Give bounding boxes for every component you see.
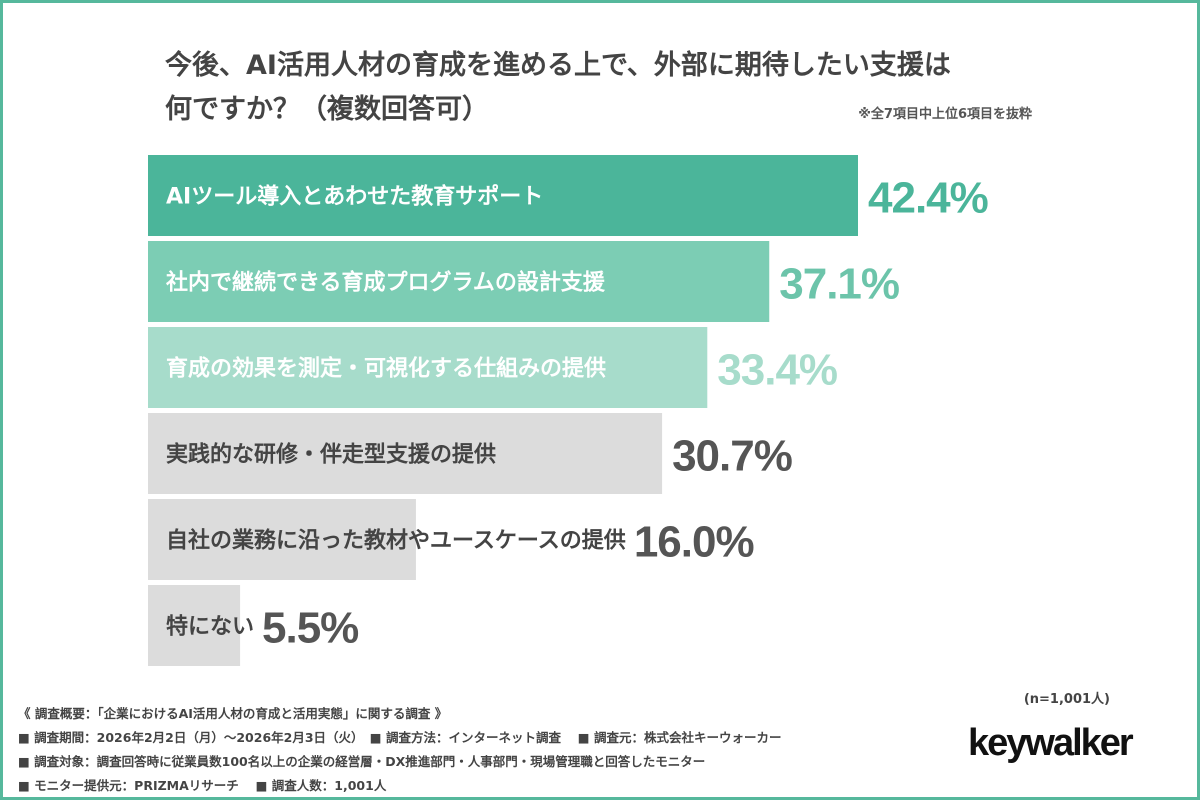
value-label: 5.5% [262, 604, 358, 653]
chart-title: 今後、AI活用人材の育成を進める上で、外部に期待したい支援は 何ですか？（複数回… [165, 44, 951, 132]
category-label: AIツール導入とあわせた教育サポート [166, 184, 543, 210]
bar [148, 499, 416, 580]
value-label: 42.4% [868, 174, 988, 223]
bar [148, 241, 770, 322]
survey-summary: 《 調査概要：「企業におけるAI活用人材の育成と活用実態」に関する調査 》 ■ … [18, 702, 781, 798]
bar-chart: AIツール導入とあわせた教育サポート 42.4% 社内で継続できる育成プログラムの設… [148, 155, 989, 666]
value-label: 30.7% [672, 432, 792, 481]
footer-line: ■ 調査期間：2026年2月2日（月）～2026年2月3日（火） ■ 調査方法：… [18, 730, 782, 745]
category-label: 自社の業務に沿った教材やユースケースの提供 [166, 528, 626, 554]
value-label: 16.0% [634, 518, 754, 567]
category-label: 特にない [166, 614, 254, 640]
extraction-note: ※全7項目中上位6項目を抜粋 [858, 107, 1032, 122]
category-label: 育成の効果を測定・可視化する仕組みの提供 [166, 356, 606, 382]
category-label: 社内で継続できる育成プログラムの設計支援 [166, 270, 606, 296]
footer-line: ■ モニター提供元：PRIZMAリサーチ ■ 調査人数：1,001人 [18, 778, 387, 793]
bar [148, 585, 241, 666]
category-label: 実践的な研修・伴走型支援の提供 [166, 442, 496, 468]
bar [148, 155, 858, 236]
bar [148, 327, 708, 408]
bar [148, 413, 663, 494]
sample-size: (n=1,001人) [1023, 692, 1110, 707]
footer-line: 《 調査概要：「企業におけるAI活用人材の育成と活用実態」に関する調査 》 [18, 706, 448, 721]
value-label: 33.4% [717, 346, 837, 395]
value-label: 37.1% [779, 260, 899, 309]
title-line-2: 何ですか？（複数回答可） [165, 94, 489, 125]
footer-line: ■ 調査対象：調査回答時に従業員数100名以上の企業の経営層・DX推進部門・人事… [18, 754, 706, 769]
keywalker-logo: keywalker [968, 722, 1134, 764]
title-line-1: 今後、AI活用人材の育成を進める上で、外部に期待したい支援は [165, 50, 951, 81]
